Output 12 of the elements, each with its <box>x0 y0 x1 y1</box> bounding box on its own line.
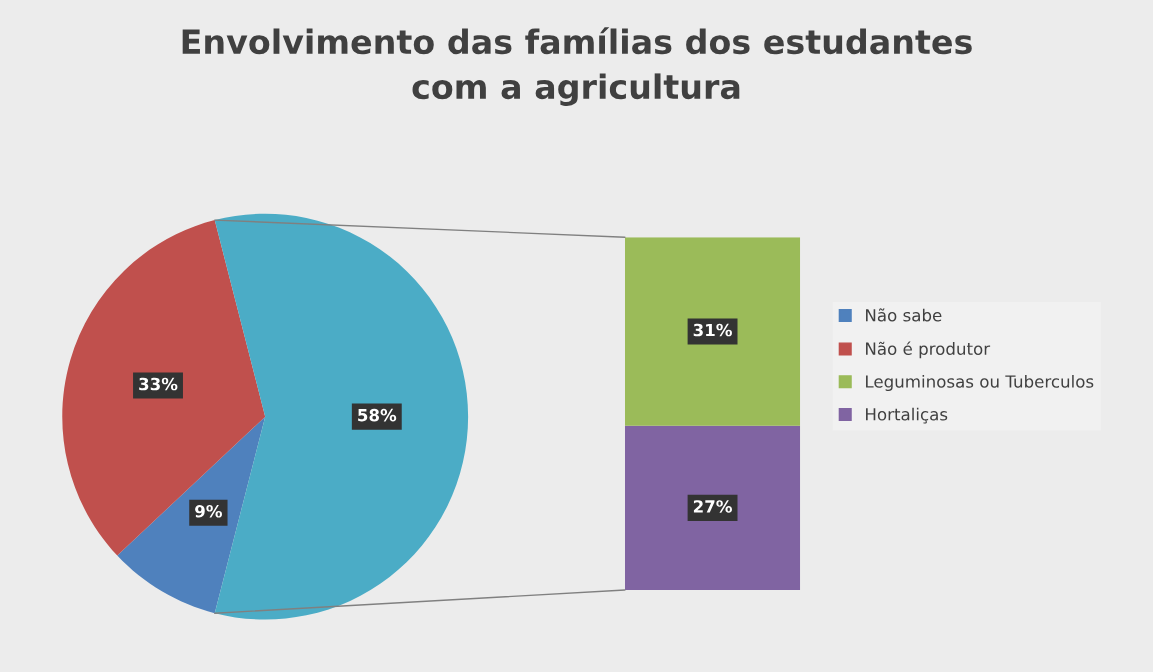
data-label: 9% <box>195 504 222 518</box>
pie-slice <box>117 416 266 614</box>
chart-title: Envolvimento das famílias dos estudantes com a agricultura <box>182 27 972 106</box>
legend-label: Hortaliças <box>866 407 948 424</box>
data-label: 31% <box>693 323 732 337</box>
legend-label: Não é produtor <box>866 341 991 359</box>
legend-label: Leguminosas ou Tuberculos <box>866 374 1094 392</box>
data-label: 27% <box>693 500 732 513</box>
legend-label: Não sabe <box>866 308 942 322</box>
pie-slice <box>62 220 266 556</box>
data-label: 58% <box>358 408 397 422</box>
data-label: 33% <box>139 377 178 391</box>
